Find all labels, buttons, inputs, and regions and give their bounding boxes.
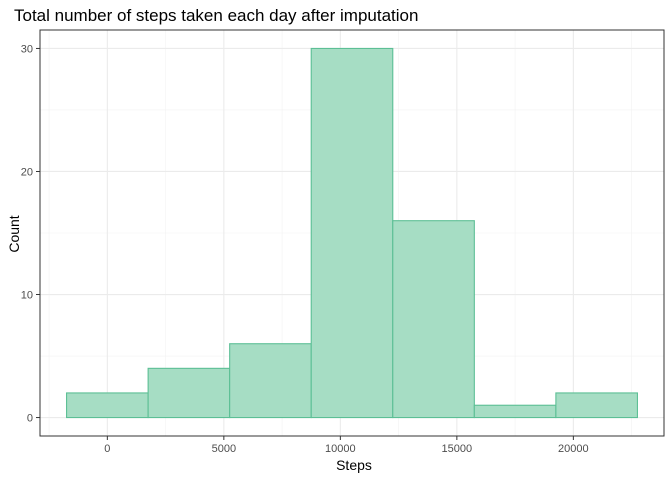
y-tick-label: 20 [21, 166, 33, 178]
chart-title: Total number of steps taken each day aft… [14, 6, 418, 25]
y-tick-label: 30 [21, 43, 33, 55]
y-axis-title: Count [6, 215, 22, 252]
y-tick-label: 10 [21, 290, 33, 302]
x-tick-label: 15000 [442, 443, 473, 455]
y-axis: 0 10 20 30 [21, 43, 40, 425]
histogram-bar [66, 392, 149, 419]
x-tick-label: 5000 [212, 443, 236, 455]
y-tick-label: 0 [27, 413, 33, 425]
histogram-bar [473, 404, 557, 419]
histogram-bar [229, 343, 312, 419]
histogram-bar [310, 47, 394, 419]
histogram-bar [392, 220, 475, 419]
minor-gridlines [40, 30, 664, 436]
panel-border [39, 29, 665, 437]
x-tick-label: 10000 [325, 443, 356, 455]
plot-area [39, 29, 665, 437]
x-axis: 0 5000 10000 15000 20000 [104, 436, 589, 455]
x-tick-label: 20000 [558, 443, 589, 455]
x-tick-label: 0 [104, 443, 110, 455]
x-axis-title: Steps [336, 457, 372, 473]
histogram-bars [66, 47, 638, 419]
histogram-bar [555, 392, 638, 419]
histogram-bar [147, 367, 231, 419]
